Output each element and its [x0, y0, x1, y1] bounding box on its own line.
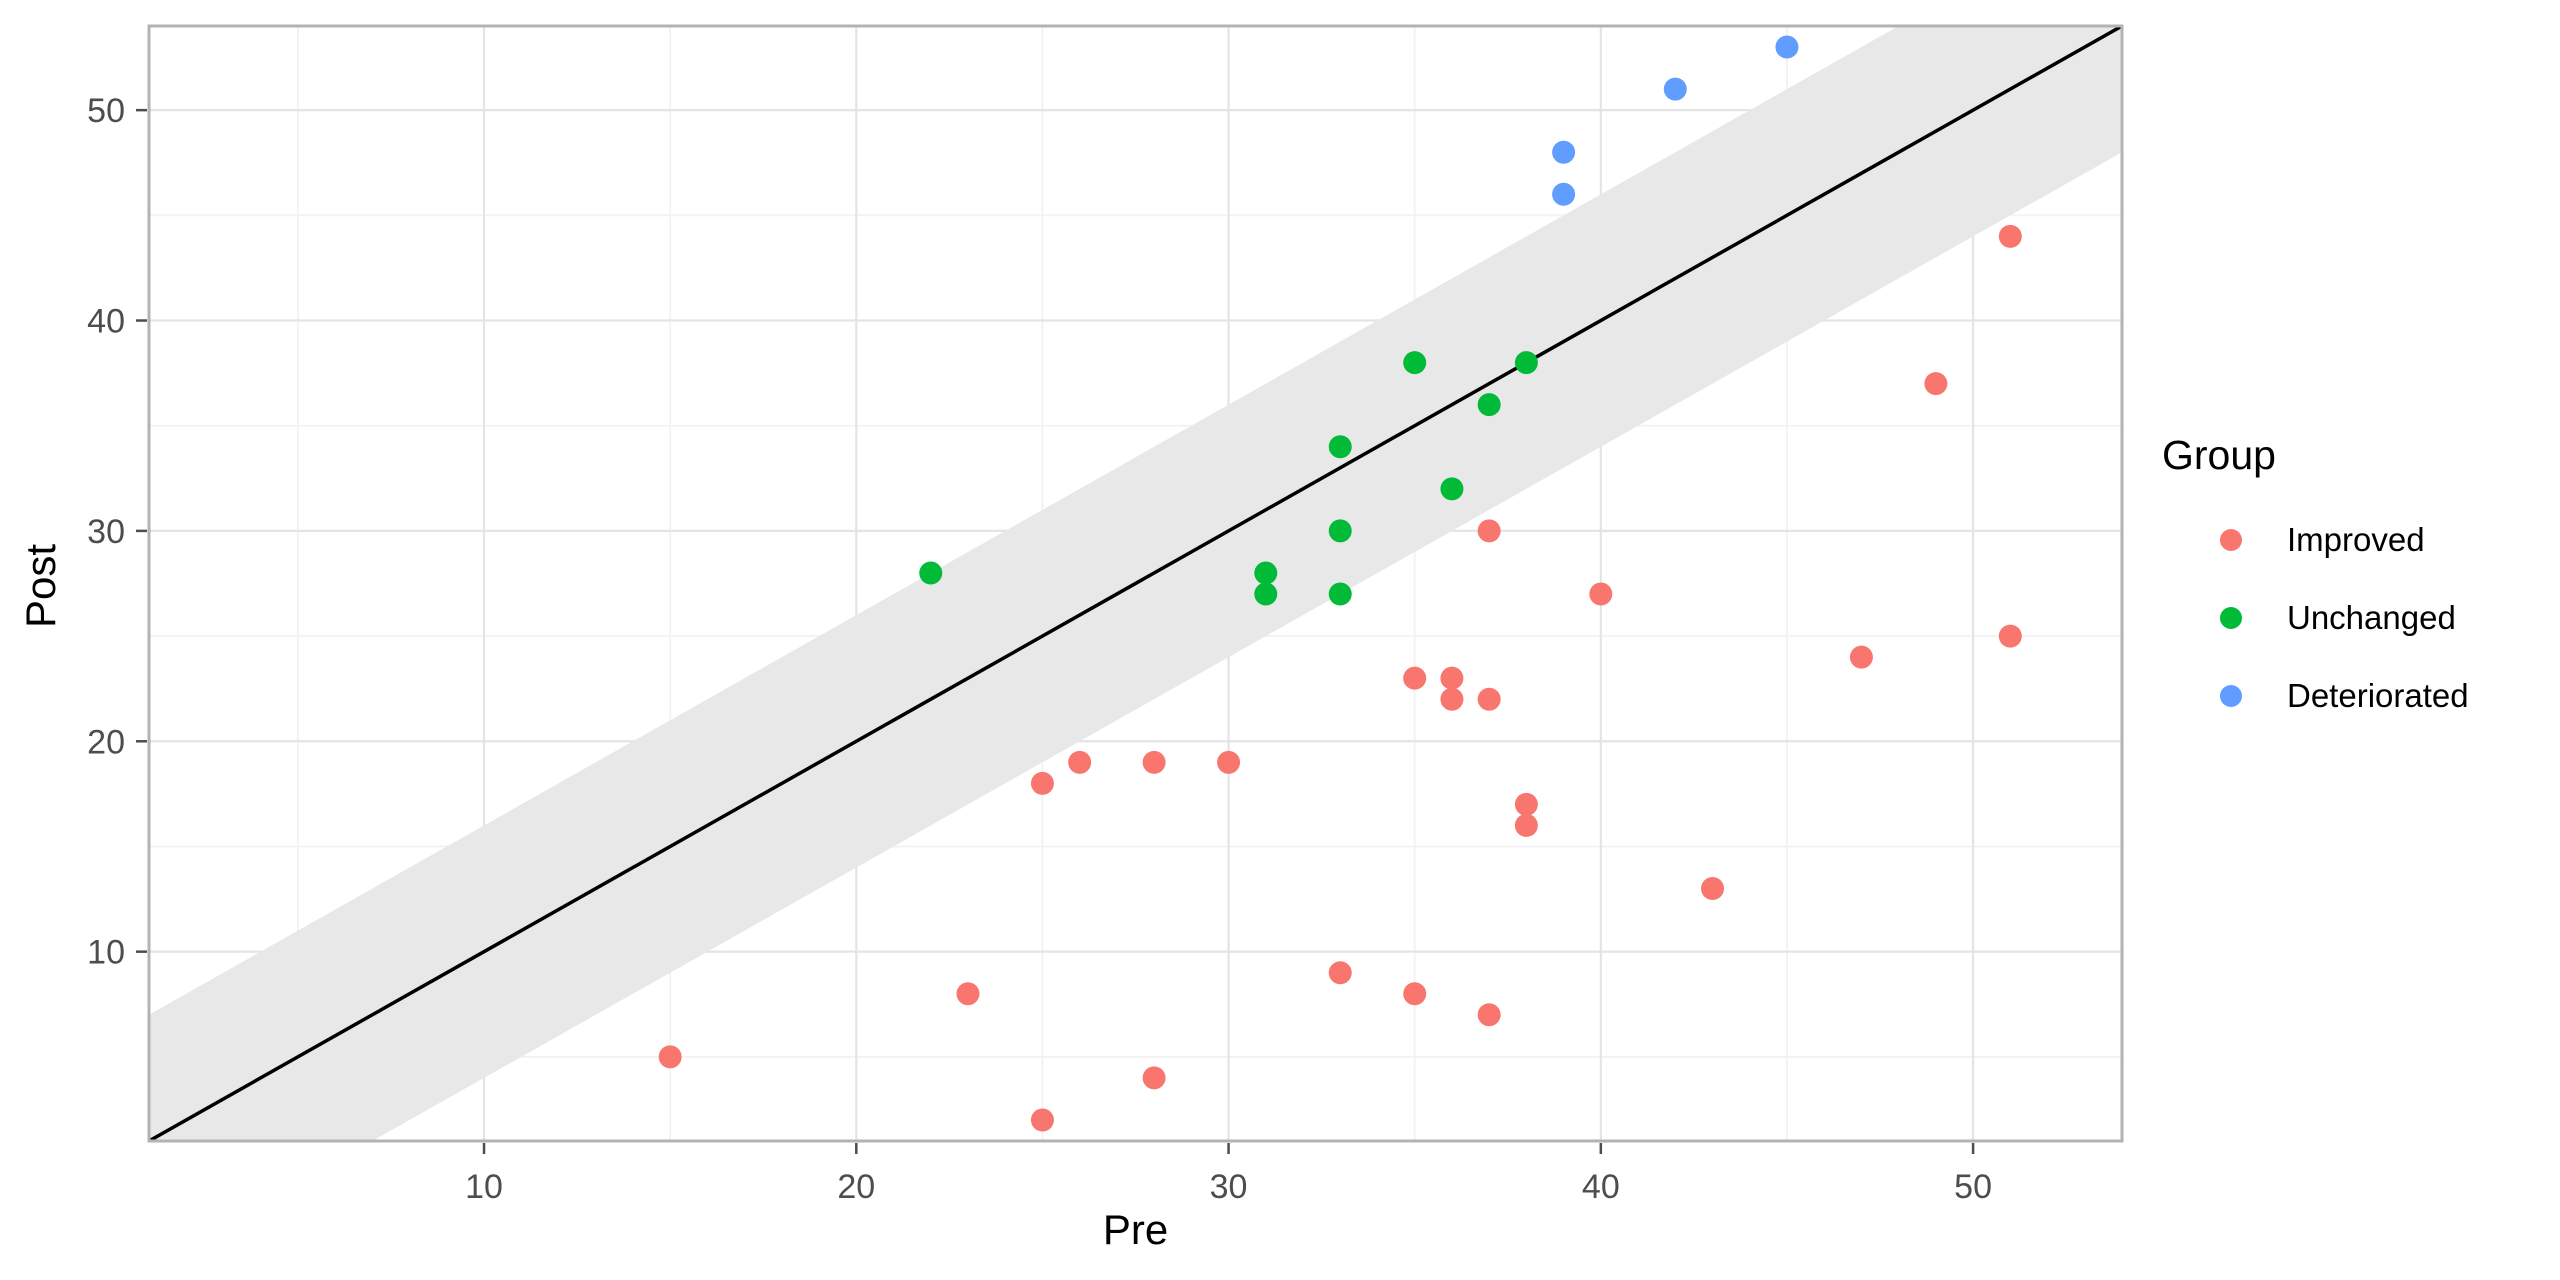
legend-item-label: Deteriorated: [2287, 677, 2469, 714]
scatter-point-unchanged: [1477, 393, 1501, 417]
legend-key-dot-improved: [2220, 529, 2242, 551]
scatter-point-improved: [1998, 624, 2022, 648]
scatter-point-improved: [1217, 750, 1241, 774]
legend-items: Improved Unchanged Deteriorated: [2162, 521, 2552, 714]
y-tick-label: 10: [87, 934, 125, 972]
scatter-point-improved: [1477, 1003, 1501, 1027]
scatter-point-improved: [1440, 687, 1464, 711]
scatter-point-improved: [1030, 1108, 1054, 1132]
series-improved: [658, 224, 2022, 1132]
scatter-point-improved: [1142, 750, 1166, 774]
scatter-point-improved: [1998, 224, 2022, 248]
y-tick-label: 30: [87, 513, 125, 551]
scatter-point-improved: [1514, 813, 1538, 837]
scatter-point-unchanged: [1328, 435, 1352, 459]
legend-item-label: Improved: [2287, 521, 2425, 558]
scatter-point-improved: [1514, 792, 1538, 816]
y-tick-label: 20: [87, 723, 125, 761]
scatter-point-improved: [1477, 519, 1501, 543]
scatter-point-improved: [1849, 645, 1873, 669]
scatter-point-improved: [1403, 666, 1427, 690]
series-deteriorated: [1552, 35, 1799, 206]
panel-border: [147, 24, 2124, 1143]
scatter-point-improved: [1477, 687, 1501, 711]
scatter-point-unchanged: [1403, 351, 1427, 375]
legend-item-unchanged: Unchanged: [2162, 599, 2552, 636]
x-tick-label: 30: [1210, 1168, 1248, 1206]
legend-key-dot-deteriorated: [2220, 685, 2242, 707]
scatter-point-improved: [1440, 666, 1464, 690]
scatter-point-unchanged: [919, 561, 943, 585]
x-tick-label: 40: [1582, 1168, 1620, 1206]
x-tick-label: 20: [837, 1168, 875, 1206]
scatter-point-deteriorated: [1552, 140, 1576, 164]
scatter-point-improved: [956, 982, 980, 1006]
scatter-point-improved: [1068, 750, 1092, 774]
scatter-point-improved: [1328, 961, 1352, 985]
scatter-point-improved: [1030, 771, 1054, 795]
y-tick-label: 50: [87, 92, 125, 130]
legend: Group Improved Unchanged Deteriorated: [2162, 432, 2552, 757]
identity-line: [149, 26, 2122, 1141]
scatter-point-unchanged: [1328, 582, 1352, 606]
scatter-point-improved: [1924, 372, 1948, 396]
x-tick-label: 10: [465, 1168, 503, 1206]
scatter-point-unchanged: [1440, 477, 1464, 501]
legend-item-improved: Improved: [2162, 521, 2552, 558]
scatter-point-deteriorated: [1775, 35, 1799, 59]
scatter-point-improved: [1701, 877, 1725, 901]
scatter-point-unchanged: [1328, 519, 1352, 543]
legend-key-dot-unchanged: [2220, 607, 2242, 629]
scatter-point-improved: [658, 1045, 682, 1069]
x-tick-label: 50: [1954, 1168, 1992, 1206]
scatter-point-improved: [1403, 982, 1427, 1006]
series-unchanged: [919, 351, 1538, 606]
y-axis-title: Post: [17, 543, 64, 629]
scatter-point-unchanged: [1254, 561, 1278, 585]
scatter-point-improved: [1589, 582, 1613, 606]
legend-item-label: Unchanged: [2287, 599, 2456, 636]
scatter-point-unchanged: [1514, 351, 1538, 375]
scatter-point-unchanged: [1254, 582, 1278, 606]
y-tick-label: 40: [87, 303, 125, 341]
scatter-point-deteriorated: [1663, 77, 1687, 101]
scatter-point-deteriorated: [1552, 182, 1576, 206]
x-axis-title: Pre: [1102, 1206, 1169, 1253]
legend-title: Group: [2162, 432, 2276, 478]
scatter-point-improved: [1142, 1066, 1166, 1090]
legend-item-deteriorated: Deteriorated: [2162, 677, 2552, 714]
